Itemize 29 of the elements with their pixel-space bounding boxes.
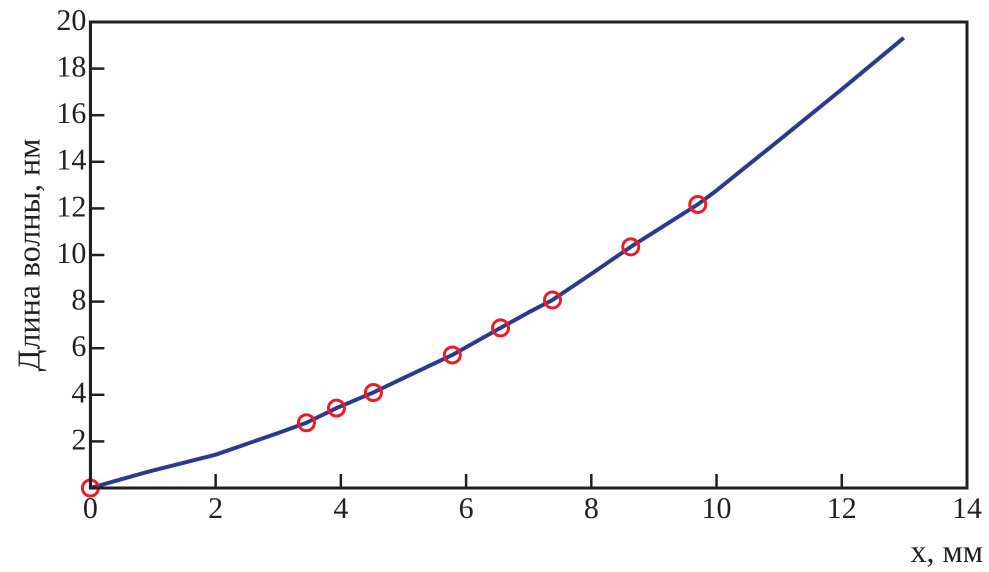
y-tick-label: 10 bbox=[56, 236, 86, 270]
x-tick-label: 6 bbox=[458, 492, 474, 525]
x-tick-label: 0 bbox=[82, 492, 98, 525]
point bbox=[621, 237, 640, 256]
x-tick-label: 12 bbox=[826, 492, 857, 525]
x-tick-label: 14 bbox=[952, 492, 982, 525]
point bbox=[296, 413, 316, 432]
x-tick-label: 8 bbox=[584, 492, 599, 525]
y-tick-label: 18 bbox=[56, 50, 86, 84]
y-tick-label: 14 bbox=[56, 144, 86, 177]
y-tick-label: 12 bbox=[56, 190, 86, 224]
point bbox=[80, 478, 100, 498]
y-tick-label: 20 bbox=[56, 4, 86, 37]
point bbox=[364, 382, 383, 402]
y-tick-label: 2 bbox=[71, 423, 86, 456]
y-tick-label: 4 bbox=[71, 376, 86, 410]
point bbox=[491, 318, 510, 338]
y-axis-title: Длина волны, нм bbox=[10, 138, 47, 372]
point bbox=[326, 398, 346, 418]
point bbox=[442, 345, 462, 364]
x-tick-label: 10 bbox=[702, 492, 732, 525]
y-tick-label: 8 bbox=[71, 283, 86, 316]
point bbox=[688, 194, 708, 214]
x-tick-label: 4 bbox=[333, 492, 348, 525]
y-tick-label: 16 bbox=[56, 97, 86, 130]
x-axis-title: x, мм bbox=[910, 533, 983, 570]
x-tick-label: 2 bbox=[208, 492, 224, 525]
y-tick-label: 6 bbox=[71, 330, 86, 364]
point bbox=[542, 290, 562, 310]
